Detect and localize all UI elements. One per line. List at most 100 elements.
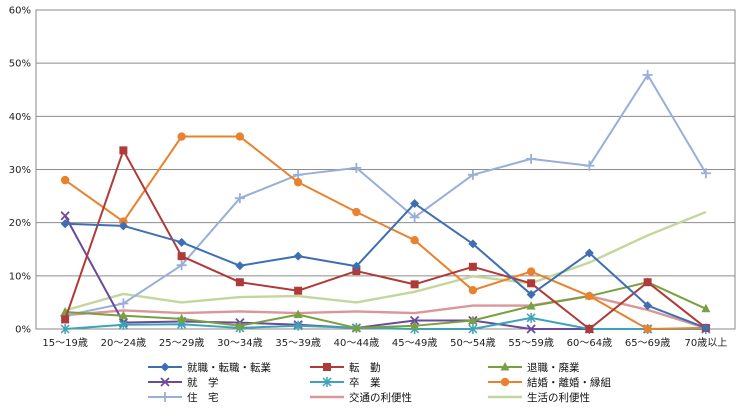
series-8 [65, 294, 707, 330]
data-point [352, 267, 361, 276]
data-point [584, 248, 594, 258]
data-point [642, 69, 653, 80]
x-tick-label: 30～34歳 [217, 337, 262, 349]
data-point [500, 362, 510, 371]
data-point [118, 298, 129, 309]
data-point [351, 322, 361, 332]
data-point [118, 319, 128, 330]
data-point [409, 212, 420, 223]
data-point [60, 211, 70, 221]
series-line [64, 73, 707, 317]
data-point [160, 392, 170, 402]
gridlines [36, 9, 735, 330]
data-point [118, 221, 128, 231]
data-point [468, 239, 478, 249]
data-point [410, 320, 420, 330]
data-point [409, 315, 420, 326]
data-point [526, 153, 537, 164]
data-point [526, 324, 536, 334]
data-point [235, 132, 245, 141]
series-4 [60, 211, 711, 334]
data-point [701, 303, 711, 313]
legend-label: 生活の利便性 [527, 391, 590, 404]
data-point [235, 261, 245, 271]
data-point [526, 301, 536, 310]
series-2 [61, 146, 710, 333]
data-point [410, 199, 420, 209]
data-point [294, 286, 303, 295]
x-tick-label: 65～69歳 [625, 337, 670, 349]
x-tick-label: 50～54歳 [450, 337, 495, 349]
legend-entry: 結婚・離婚・縁組 [488, 376, 611, 389]
data-point [467, 169, 478, 180]
data-point [177, 132, 186, 141]
data-point [119, 146, 128, 155]
data-point [118, 310, 128, 320]
legend-label: 退職・廃業 [527, 361, 580, 374]
data-point [60, 219, 70, 229]
data-point [61, 315, 70, 324]
data-point [526, 312, 536, 323]
data-point [410, 280, 419, 289]
x-tick-label: 25～29歳 [159, 337, 204, 349]
y-axis-ticks: 0% 10% 20% 30% 40% 50% 60% [9, 6, 31, 336]
data-point [701, 323, 711, 333]
y-tick-label: 50% [9, 59, 31, 70]
x-tick-label: 35～39歳 [275, 337, 320, 349]
y-tick-label: 20% [9, 218, 31, 229]
legend-label: 就職・転職・転業 [187, 361, 271, 374]
legend-label: 結婚・離婚・縁組 [527, 376, 611, 389]
data-point [322, 377, 332, 387]
data-point [351, 261, 361, 271]
data-point [468, 324, 478, 334]
legend-label: 卒 業 [349, 376, 381, 389]
series-6 [60, 132, 711, 334]
legend-label: 交通の利便性 [349, 391, 412, 404]
data-point [177, 237, 187, 247]
x-tick-label: 70歳以上 [685, 337, 728, 349]
legend-label: 住 宅 [187, 391, 219, 404]
series-9 [64, 210, 707, 312]
y-tick-label: 0% [15, 325, 31, 336]
data-point [468, 285, 478, 295]
x-tick-label: 40～44歳 [334, 337, 379, 349]
data-point [585, 291, 594, 301]
data-point [410, 236, 419, 245]
data-point [526, 267, 536, 276]
data-point [643, 278, 652, 287]
legend-entry: 就 学 [148, 376, 219, 389]
data-point [234, 193, 245, 204]
data-point [177, 252, 186, 261]
data-point [351, 162, 362, 173]
data-point [500, 377, 510, 387]
series-line [64, 135, 706, 330]
x-tick-label: 15～19歳 [42, 337, 87, 349]
legend: 就職・転職・転業 転 勤 退職・廃業就 学 卒 業 結婚・離婚・縁組住 宅 交通の利便性 生… [148, 361, 611, 404]
data-point [177, 313, 187, 323]
series-line [65, 316, 706, 330]
legend-entry: 交通の利便性 [310, 391, 412, 404]
x-axis-ticks: 15～19歳 20～24歳 25～29歳 30～34歳 35～39歳 40～44歳 45～4… [42, 337, 727, 349]
data-point [60, 324, 70, 334]
y-tick-label: 60% [9, 6, 31, 17]
series-lines [60, 69, 711, 334]
data-point [235, 278, 244, 287]
y-tick-label: 40% [9, 112, 31, 123]
legend-entry: 卒 業 [310, 376, 381, 389]
data-point [293, 309, 303, 319]
data-point [293, 251, 303, 261]
series-7 [60, 69, 711, 321]
legend-label: 就 学 [187, 376, 219, 389]
legend-entry: 退職・廃業 [488, 361, 580, 374]
x-tick-label: 45～49歳 [392, 337, 437, 349]
data-point [643, 301, 653, 311]
legend-entry: 住 宅 [148, 391, 219, 404]
y-tick-label: 30% [9, 165, 31, 176]
data-point [643, 324, 652, 334]
legend-entry: 転 勤 [310, 361, 381, 374]
x-tick-label: 60～64歳 [567, 337, 612, 349]
legend-label: 転 勤 [349, 361, 381, 374]
data-point [585, 325, 594, 333]
data-point [526, 289, 536, 299]
x-tick-label: 20～24歳 [101, 337, 146, 349]
